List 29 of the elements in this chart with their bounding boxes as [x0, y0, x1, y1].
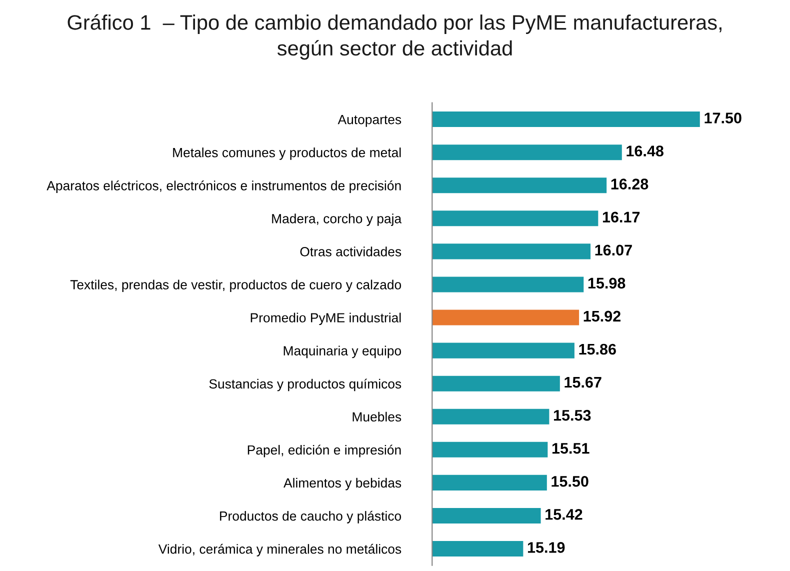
- data-label: 15.53: [554, 410, 591, 421]
- data-label: 15.67: [564, 376, 602, 388]
- data-label: 16.17: [602, 212, 640, 223]
- y-tick-label: Autopartes: [338, 115, 402, 127]
- y-tick-label: Metales comunes y productos de metal: [173, 148, 401, 160]
- y-tick-label: Aparatos eléctricos, electrónicos e instrumentos de precisión: [46, 180, 401, 193]
- data-label: 15.19: [528, 542, 565, 553]
- y-tick-label: Vidrio, cerámica y minerales no metálicos: [158, 544, 402, 556]
- data-label: 16.28: [611, 178, 648, 190]
- data-label: 16.07: [595, 244, 632, 256]
- data-label: 15.86: [579, 344, 616, 355]
- y-tick-label: Productos de caucho y plástico: [220, 510, 402, 524]
- y-tick-label: Promedio PyME industrial: [250, 312, 401, 326]
- data-label: 15.92: [584, 310, 620, 322]
- y-tick-label: Papel, edición e impresión: [248, 444, 401, 458]
- y-tick-label: Alimentos y bebidas: [284, 478, 402, 490]
- data-label: 15.42: [546, 509, 582, 520]
- data-label: 15.50: [552, 476, 588, 487]
- y-tick-label: Maquinaria y equipo: [284, 346, 402, 358]
- data-label: 15.51: [552, 443, 590, 454]
- y-tick-label: Sustancias y productos químicos: [209, 378, 402, 392]
- data-label: 15.98: [588, 278, 626, 289]
- y-tick-label: Otras actividades: [300, 246, 402, 256]
- y-tick-label: Textiles, prendas de vestir, productos de cuero y calzado: [70, 280, 402, 292]
- data-label: 16.48: [626, 146, 664, 156]
- y-tick-label: Madera, corcho y paja: [272, 214, 402, 226]
- y-tick-label: Muebles: [352, 412, 402, 422]
- data-label: 17.50: [704, 112, 742, 124]
- chart-title: Gráfico 1 – Tipo de cambio demandado por las PyME manufactureras, según sector de actividad: [68, 14, 722, 60]
